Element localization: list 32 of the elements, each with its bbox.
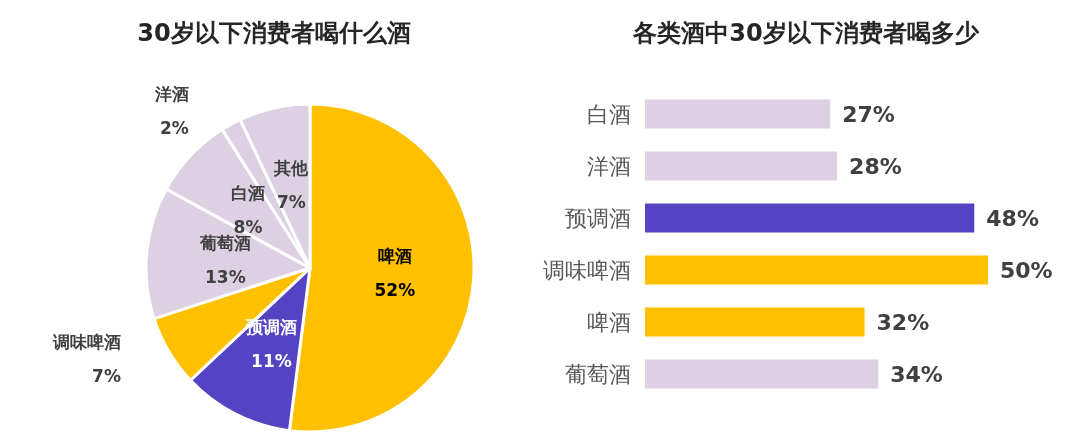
slice-label: 啤酒 bbox=[377, 246, 412, 267]
y-tick-label: 啤酒 bbox=[587, 309, 631, 335]
data-label: 28% bbox=[849, 153, 902, 179]
slice-label: 白酒 bbox=[231, 182, 266, 203]
data-label: 7% bbox=[277, 192, 306, 213]
data-label: 34% bbox=[890, 361, 943, 387]
data-label: 48% bbox=[986, 205, 1039, 231]
slice-label: 调味啤酒 bbox=[51, 332, 121, 353]
data-label: 7% bbox=[92, 366, 121, 387]
data-label: 11% bbox=[251, 350, 292, 371]
y-tick-label: 洋酒 bbox=[587, 153, 631, 179]
data-label: 13% bbox=[205, 267, 246, 287]
slice-label: 洋酒 bbox=[153, 84, 189, 105]
bar bbox=[645, 151, 838, 181]
slice-label: 其他 bbox=[273, 158, 310, 179]
data-label: 27% bbox=[842, 101, 895, 127]
data-label: 32% bbox=[876, 309, 930, 335]
bar bbox=[645, 359, 879, 389]
data-label: 50% bbox=[1000, 257, 1053, 283]
y-tick-label: 预调酒 bbox=[565, 205, 631, 231]
bar bbox=[645, 307, 865, 337]
chart-title: 各类酒中30岁以下消费者喝多少 bbox=[632, 19, 980, 47]
y-tick-label: 白酒 bbox=[587, 101, 631, 127]
slice-label: 葡萄酒 bbox=[198, 233, 251, 253]
bar bbox=[645, 99, 831, 129]
bar bbox=[645, 255, 988, 285]
bar bbox=[645, 203, 975, 233]
y-tick-label: 调味啤酒 bbox=[543, 257, 631, 283]
chart-title: 30岁以下消费者喝什么酒 bbox=[137, 19, 411, 47]
data-label: 52% bbox=[374, 280, 416, 301]
y-tick-label: 葡萄酒 bbox=[565, 361, 631, 387]
data-label: 2% bbox=[159, 118, 189, 139]
